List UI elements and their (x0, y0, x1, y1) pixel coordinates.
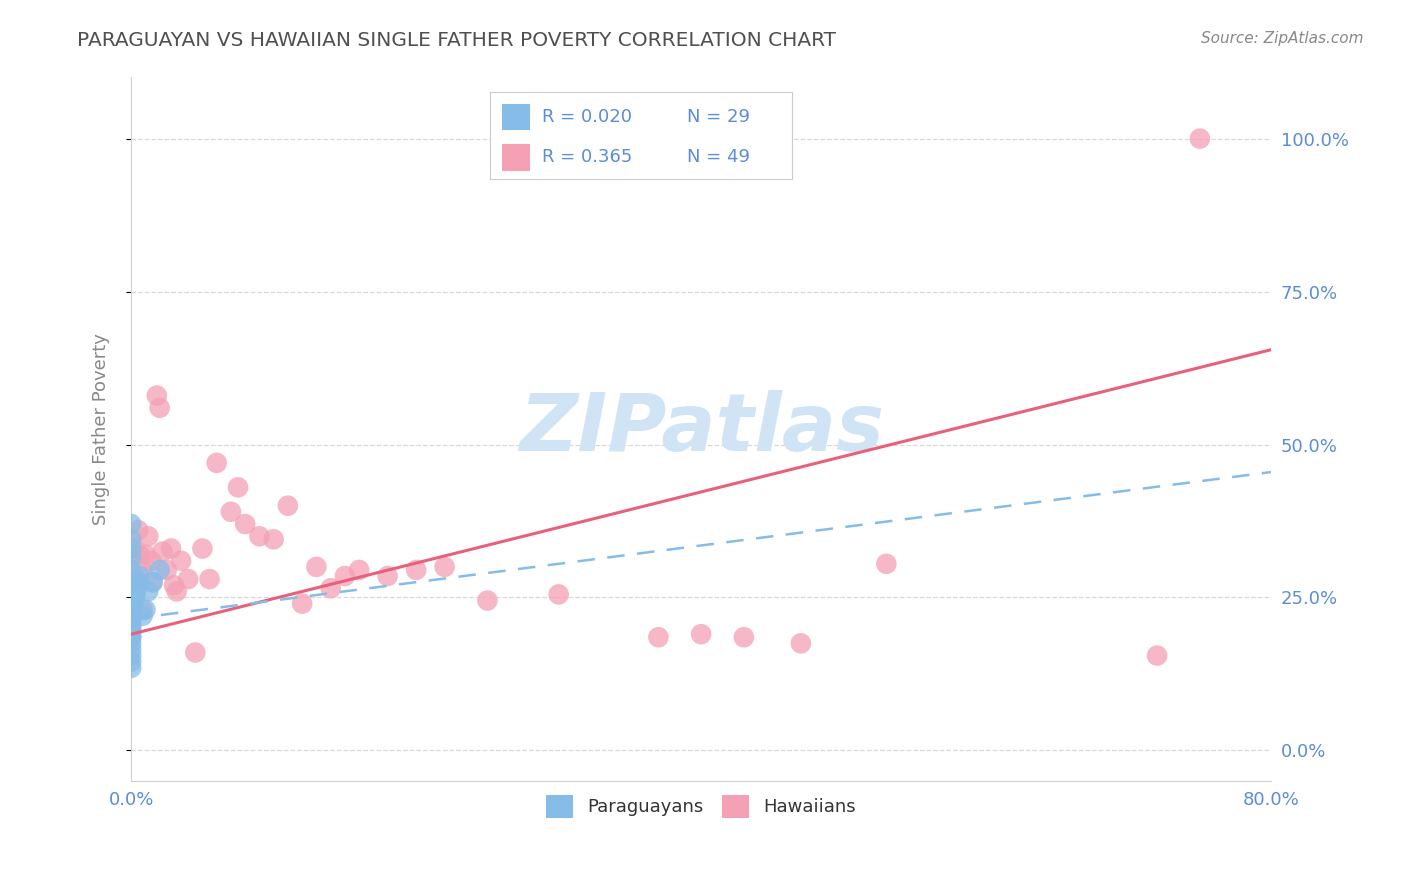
Y-axis label: Single Father Poverty: Single Father Poverty (93, 334, 110, 525)
Point (120, 606, 142, 620)
Point (136, 584, 159, 599)
Point (120, 563, 142, 577)
Point (1188, 131, 1211, 145)
Point (134, 603, 156, 617)
Point (347, 563, 370, 577)
Point (319, 582, 342, 596)
Point (120, 648, 142, 663)
Point (170, 554, 193, 568)
Point (129, 563, 152, 577)
Point (291, 597, 314, 611)
Point (875, 557, 897, 571)
Point (125, 582, 148, 596)
Point (131, 603, 153, 617)
Point (127, 523, 149, 537)
Point (233, 516, 256, 531)
Point (405, 563, 427, 577)
Point (149, 401, 172, 415)
Point (433, 560, 456, 574)
Point (124, 572, 146, 586)
Point (305, 560, 328, 574)
Point (120, 533, 142, 547)
Text: PARAGUAYAN VS HAWAIIAN SINGLE FATHER POVERTY CORRELATION CHART: PARAGUAYAN VS HAWAIIAN SINGLE FATHER POV… (77, 31, 837, 50)
Point (120, 550, 142, 565)
Point (198, 572, 221, 586)
Point (120, 575, 142, 590)
Point (120, 612, 142, 626)
Point (152, 544, 174, 558)
Point (120, 624, 142, 639)
Point (120, 630, 142, 644)
Point (134, 548, 156, 562)
Point (122, 541, 145, 556)
Point (128, 569, 150, 583)
Point (177, 572, 200, 586)
Point (160, 541, 183, 556)
Point (184, 646, 207, 660)
Point (146, 388, 169, 402)
Point (141, 575, 163, 590)
Point (120, 655, 142, 669)
Point (1146, 648, 1168, 663)
Point (120, 612, 142, 626)
Point (263, 533, 285, 547)
Point (733, 630, 755, 644)
Point (477, 593, 499, 607)
Point (136, 529, 159, 543)
Point (141, 575, 163, 590)
Point (120, 661, 142, 675)
Point (166, 584, 188, 599)
Point (120, 541, 142, 556)
Point (120, 627, 142, 641)
Point (205, 456, 228, 470)
Point (790, 636, 813, 650)
Point (120, 587, 142, 601)
Point (120, 618, 142, 632)
Point (124, 587, 146, 601)
Point (191, 541, 214, 556)
Point (120, 621, 142, 635)
Point (647, 630, 669, 644)
Point (547, 587, 569, 601)
Point (128, 548, 150, 562)
Point (277, 499, 299, 513)
Point (156, 563, 179, 577)
Point (122, 593, 145, 607)
Point (120, 636, 142, 650)
Point (120, 516, 142, 531)
Point (120, 597, 142, 611)
Point (377, 569, 399, 583)
Point (149, 563, 172, 577)
Point (226, 480, 249, 494)
Point (139, 554, 162, 568)
Point (120, 642, 142, 657)
Text: ZIPatlas: ZIPatlas (519, 390, 883, 468)
Point (131, 608, 153, 623)
Point (333, 569, 356, 583)
Text: Source: ZipAtlas.com: Source: ZipAtlas.com (1201, 31, 1364, 46)
Legend: Paraguayans, Hawaiians: Paraguayans, Hawaiians (538, 789, 863, 825)
Point (120, 630, 142, 644)
Point (690, 627, 713, 641)
Point (163, 578, 186, 592)
Point (127, 575, 149, 590)
Point (219, 505, 242, 519)
Point (247, 529, 270, 543)
